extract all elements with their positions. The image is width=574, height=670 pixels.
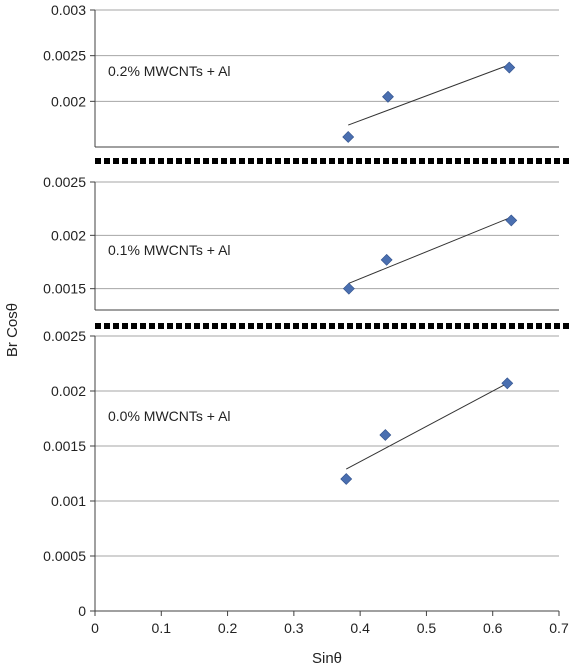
panel-1-label: 0.2% MWCNTs + Al bbox=[108, 63, 231, 79]
x-tick-label: 0.7 bbox=[549, 620, 569, 636]
panel-2-y-tick-label: 0.002 bbox=[51, 227, 86, 243]
trendline-layer bbox=[345, 64, 512, 470]
label-layer: 0.2% MWCNTs + Al 0.1% MWCNTs + Al 0.0% MWC… bbox=[108, 63, 231, 424]
panel-1-trendline bbox=[348, 64, 510, 126]
panel-1-data-point bbox=[503, 61, 516, 74]
x-tick-label: 0.5 bbox=[417, 620, 437, 636]
panel-3-y-tick-label: 0 bbox=[78, 603, 86, 619]
panel-2-y-tick-label: 0.0025 bbox=[43, 174, 86, 190]
panel-2-trendline bbox=[348, 216, 512, 284]
x-axis-title: Sinθ bbox=[312, 650, 342, 667]
panel-3-data-point bbox=[379, 429, 392, 441]
panel-2-label: 0.1% MWCNTs + Al bbox=[108, 242, 231, 258]
panel-2-y-tick-label: 0.0015 bbox=[43, 281, 86, 297]
panel-3-data-point bbox=[501, 377, 514, 390]
panel-3-y-tick-label: 0.0005 bbox=[43, 548, 86, 564]
x-tick-label: 0.6 bbox=[483, 620, 503, 636]
y-axis-title: Br Cosθ bbox=[4, 303, 21, 357]
panel-3-y-tick-label: 0.0015 bbox=[43, 438, 86, 454]
x-tick-label: 0 bbox=[91, 620, 99, 636]
panel-1-y-tick-label: 0.002 bbox=[51, 93, 86, 109]
panel-1-y-tick-label: 0.003 bbox=[51, 2, 86, 18]
panel-1-y-tick-label: 0.0025 bbox=[43, 48, 86, 64]
panel-3-label: 0.0% MWCNTs + Al bbox=[108, 408, 231, 424]
panel-2-data-point bbox=[342, 282, 355, 295]
panel-3-y-tick-label: 0.001 bbox=[51, 493, 86, 509]
axis-layer: 0.003 0.0025 0.002 0.0025 0.002 0.0015 0.0025 0… bbox=[43, 2, 572, 636]
panel-3-data-point bbox=[340, 473, 353, 485]
panel-1-data-point bbox=[382, 90, 394, 103]
panel-3-trendline bbox=[345, 382, 508, 470]
x-tick-label: 0.3 bbox=[284, 620, 304, 636]
panel-3-y-tick-label: 0.002 bbox=[51, 383, 86, 399]
panel-2-data-point bbox=[380, 253, 393, 266]
panel-2-data-point bbox=[505, 214, 518, 227]
panel-3-y-tick-label: 0.0025 bbox=[43, 328, 86, 344]
point-layer bbox=[340, 61, 518, 485]
x-tick-label: 0.1 bbox=[152, 620, 172, 636]
x-tick-label: 0.2 bbox=[218, 620, 238, 636]
panel-1-data-point bbox=[342, 131, 355, 143]
x-tick-label: 0.4 bbox=[350, 620, 370, 636]
